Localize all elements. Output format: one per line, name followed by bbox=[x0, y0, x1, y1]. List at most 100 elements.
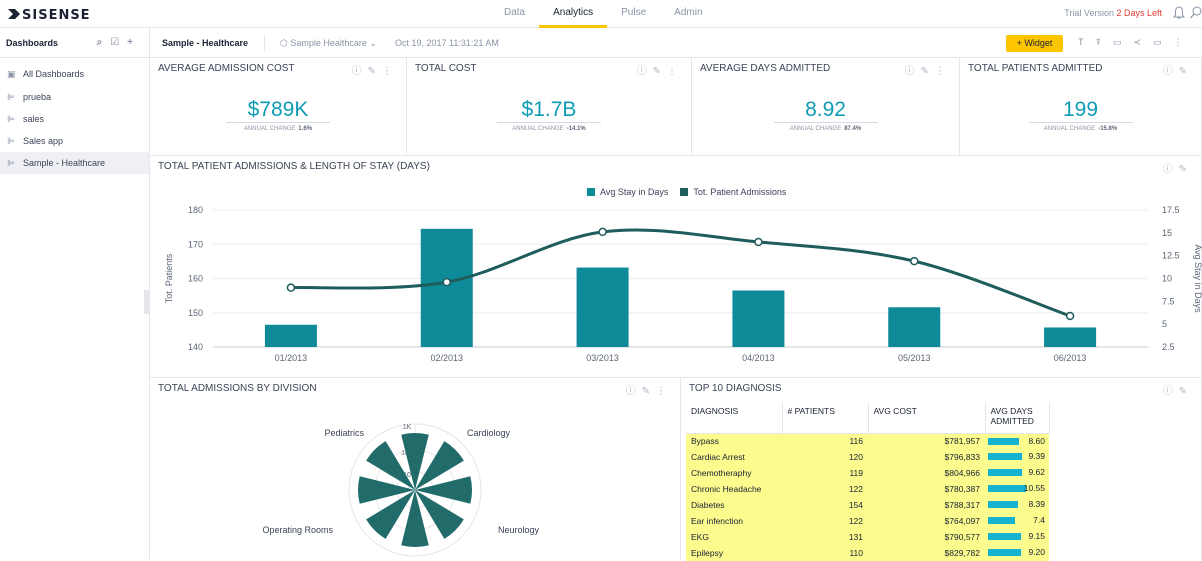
tab-admin[interactable]: Admin bbox=[674, 7, 703, 18]
trial-label: Trial Version bbox=[1064, 8, 1114, 18]
days-bar bbox=[988, 501, 1018, 508]
kpi-total-cost: TOTAL COST ⓘ✎⋮ $1.7B ANNUAL CHANGE -14.1% bbox=[407, 58, 692, 156]
kpi-value: 8.92 bbox=[805, 98, 846, 121]
share-icon[interactable]: ≺ bbox=[1133, 37, 1141, 47]
sidebar-item-all-dashboards[interactable]: ▣ All Dashboards bbox=[0, 62, 149, 86]
sidebar-item-prueba[interactable]: ⊫ prueba bbox=[0, 86, 149, 108]
table-row[interactable]: Epilepsy 110 $829,782 9.20 bbox=[686, 545, 1049, 561]
info-icon[interactable]: ⓘ bbox=[636, 66, 653, 77]
edit-icon[interactable]: ✎ bbox=[920, 66, 935, 77]
kpi-change-label: ANNUAL CHANGE bbox=[1043, 126, 1096, 132]
cell-avg-days: 9.20 bbox=[985, 545, 1049, 561]
check-icon[interactable]: ☑ bbox=[110, 37, 128, 48]
info-icon[interactable]: ⓘ bbox=[904, 66, 921, 77]
days-bar bbox=[988, 533, 1021, 540]
table-row[interactable]: EKG 131 $790,577 9.15 bbox=[686, 529, 1049, 545]
logo-text: SISENSE bbox=[22, 8, 91, 23]
edit-icon[interactable]: ✎ bbox=[652, 66, 667, 77]
edit-icon[interactable]: ✎ bbox=[1178, 164, 1193, 175]
table-row[interactable]: Chemotheraphy 119 $804,966 9.62 bbox=[686, 465, 1049, 481]
tab-data[interactable]: Data bbox=[504, 7, 526, 18]
edit-icon[interactable]: ✎ bbox=[641, 386, 656, 397]
kpi-average-admission-cost: AVERAGE ADMISSION COST ⓘ✎⋮ $789K ANNUAL … bbox=[150, 58, 407, 156]
column-header-diagnosis[interactable]: DIAGNOSIS bbox=[686, 403, 783, 434]
days-value: 9.20 bbox=[1028, 547, 1045, 557]
dashboard-icon: ⊫ bbox=[7, 135, 15, 146]
edit-icon[interactable]: ✎ bbox=[1178, 386, 1193, 397]
more-icon[interactable]: ⋮ bbox=[382, 66, 398, 77]
edit-icon[interactable]: ✎ bbox=[367, 66, 382, 77]
dashboards-sidebar: Dashboards ⌕☑+ ▣ All Dashboards ⊫ prueba… bbox=[0, 28, 150, 559]
table-row[interactable]: Cardiac Arrest 120 $796,833 9.39 bbox=[686, 449, 1049, 465]
sidebar-item-sales[interactable]: ⊫ sales bbox=[0, 108, 149, 130]
column-header-avg-cost[interactable]: AVG COST bbox=[868, 403, 986, 434]
filter-icon[interactable]: ⍒ bbox=[1095, 37, 1101, 47]
dashboard-datetime: Oct 19, 2017 11:31:21 AM bbox=[395, 38, 499, 48]
cell-avg-cost: $796,833 bbox=[868, 449, 985, 465]
diagnosis-table-body: Bypass 116 $781,957 8.60 Cardiac Arrest 120 $7… bbox=[686, 433, 1049, 561]
kpi-change-label: ANNUAL CHANGE bbox=[512, 126, 564, 132]
cell-avg-days: 7.4 bbox=[985, 513, 1049, 529]
search-icon[interactable] bbox=[1190, 6, 1202, 20]
chart-legend: Avg Stay in Days Tot. Patient Admissions bbox=[587, 187, 786, 197]
cell-patients: 122 bbox=[782, 481, 868, 497]
add-widget-button[interactable]: + Widget bbox=[1006, 35, 1063, 52]
sidebar-resize-handle[interactable] bbox=[144, 290, 149, 314]
cell-patients: 122 bbox=[782, 513, 868, 529]
table-row[interactable]: Diabetes 154 $788,317 8.39 bbox=[686, 497, 1049, 513]
datasource-selector[interactable]: ⬡ Sample Healthcare ⌄ bbox=[280, 38, 377, 49]
text-icon[interactable]: T bbox=[1078, 37, 1084, 47]
kpi-value: $1.7B bbox=[521, 98, 577, 121]
tab-pulse[interactable]: Pulse bbox=[621, 7, 647, 18]
cell-avg-cost: $764,097 bbox=[868, 513, 985, 529]
table-row[interactable]: Ear infenction 122 $764,097 7.4 bbox=[686, 513, 1049, 529]
dashboard-header: Sample - Healthcare ⬡ Sample Healthcare … bbox=[150, 28, 1202, 58]
table-row[interactable]: Bypass 116 $781,957 8.60 bbox=[686, 433, 1049, 449]
trial-days-left[interactable]: 2 Days Left bbox=[1116, 8, 1162, 18]
trial-notice: Trial Version 2 Days Left bbox=[1064, 8, 1162, 18]
tab-analytics[interactable]: Analytics bbox=[539, 0, 608, 28]
widget-title: AVERAGE ADMISSION COST bbox=[158, 63, 295, 74]
cell-avg-days: 9.15 bbox=[985, 529, 1049, 545]
cell-diagnosis: Ear infenction bbox=[686, 513, 782, 529]
more-icon[interactable]: ⋮ bbox=[935, 66, 951, 77]
days-value: 7.4 bbox=[1033, 515, 1045, 525]
info-icon[interactable]: ⓘ bbox=[1162, 66, 1179, 77]
cell-patients: 154 bbox=[782, 497, 868, 513]
legend-label[interactable]: Tot. Patient Admissions bbox=[693, 187, 787, 197]
column-header-avg-days[interactable]: AVG DAYS ADMITTED bbox=[985, 403, 1050, 434]
info-icon[interactable]: ⓘ bbox=[351, 66, 368, 77]
days-bar bbox=[988, 517, 1015, 524]
column-header-patients[interactable]: # PATIENTS bbox=[782, 403, 869, 434]
search-icon[interactable]: ⌕ bbox=[96, 37, 111, 48]
more-icon[interactable]: ⋮ bbox=[667, 66, 683, 77]
monitor-icon[interactable]: ▭ bbox=[1152, 37, 1162, 47]
cell-avg-cost: $780,387 bbox=[868, 481, 985, 497]
info-icon[interactable]: ⓘ bbox=[625, 386, 642, 397]
info-icon[interactable]: ⓘ bbox=[1162, 164, 1179, 175]
cell-diagnosis: Bypass bbox=[686, 433, 782, 449]
bell-icon[interactable] bbox=[1173, 6, 1185, 20]
divider bbox=[773, 122, 878, 123]
legend-label[interactable]: Avg Stay in Days bbox=[600, 187, 669, 197]
edit-icon[interactable]: ✎ bbox=[1178, 66, 1193, 77]
sidebar-title: Dashboards bbox=[6, 38, 59, 48]
widget-title: TOTAL COST bbox=[415, 63, 477, 74]
more-icon[interactable]: ⋮ bbox=[1173, 37, 1183, 47]
top-nav: Data Analytics Pulse Admin bbox=[490, 0, 717, 28]
chevron-down-icon: ⌄ bbox=[366, 38, 377, 48]
table-row[interactable]: Chronic Headache 122 $780,387 10.55 bbox=[686, 481, 1049, 497]
info-icon[interactable]: ⓘ bbox=[1162, 386, 1179, 397]
pdf-icon[interactable]: ▭ bbox=[1112, 37, 1122, 47]
sidebar-item-label: Sample - Healthcare bbox=[23, 158, 106, 168]
days-value: 9.62 bbox=[1028, 467, 1045, 477]
sidebar-item-sample-healthcare[interactable]: ⊫ Sample - Healthcare bbox=[0, 152, 149, 174]
cell-diagnosis: Chemotheraphy bbox=[686, 465, 782, 481]
sidebar-item-sales-app[interactable]: ⊫ Sales app bbox=[0, 130, 149, 152]
division-chart-widget: TOTAL ADMISSIONS BY DIVISION ⓘ✎⋮ bbox=[150, 378, 681, 559]
dashboard-icon: ⊫ bbox=[7, 91, 15, 102]
add-icon[interactable]: + bbox=[127, 37, 141, 48]
more-icon[interactable]: ⋮ bbox=[656, 386, 672, 397]
sisense-logo[interactable]: SISENSE bbox=[8, 7, 93, 23]
dashboard-title: Sample - Healthcare bbox=[162, 38, 249, 48]
